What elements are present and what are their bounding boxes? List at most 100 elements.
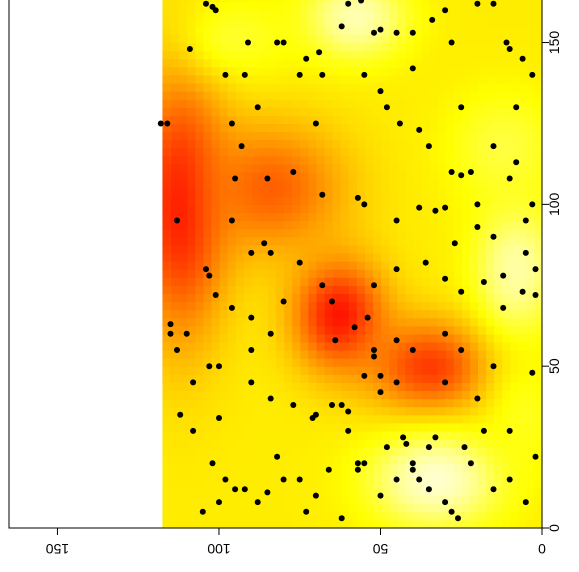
heat-cell — [283, 10, 293, 19]
heat-cell — [251, 155, 260, 165]
heat-cell — [235, 139, 244, 149]
heat-cell — [428, 277, 438, 286]
heat-cell — [210, 471, 220, 481]
heat-cell — [340, 147, 349, 157]
heat-cell — [299, 58, 309, 68]
heat-cell — [428, 293, 438, 303]
heat-cell — [227, 261, 236, 270]
heat-cell — [485, 244, 495, 254]
heat-cell — [428, 83, 438, 92]
heat-cell — [485, 34, 495, 44]
heat-cell — [186, 26, 196, 36]
heat-cell — [461, 26, 470, 36]
heat-cell — [267, 487, 277, 497]
heat-cell — [210, 358, 220, 367]
heat-cell — [477, 414, 487, 424]
heat-cell — [533, 333, 543, 343]
heat-cell — [412, 26, 422, 36]
heat-cell — [267, 495, 277, 505]
heat-cell — [453, 180, 462, 189]
heat-cell — [194, 471, 204, 481]
heat-cell — [299, 115, 309, 125]
heat-cell — [340, 18, 349, 27]
data-point — [377, 389, 384, 396]
heat-cell — [404, 309, 414, 319]
data-point — [351, 324, 358, 331]
heat-cell — [485, 58, 495, 68]
heat-cell — [315, 325, 325, 335]
heat-cell — [461, 366, 470, 375]
heat-cell — [251, 66, 260, 76]
heat-cell — [388, 350, 398, 359]
heat-cell — [380, 66, 390, 76]
heat-cell — [388, 479, 398, 489]
heat-cell — [259, 422, 269, 432]
heat-cell — [485, 309, 495, 319]
heat-cell — [235, 382, 244, 392]
heat-cell — [388, 406, 398, 416]
heat-cell — [178, 163, 188, 173]
heat-cell — [283, 188, 293, 197]
heat-cell — [461, 99, 470, 108]
heat-cell — [186, 74, 196, 84]
heat-cell — [243, 91, 252, 100]
heat-cell — [243, 99, 252, 108]
heat-cell — [461, 398, 470, 408]
heat-cell — [218, 155, 228, 165]
heat-cell — [291, 398, 301, 408]
heat-cell — [469, 83, 478, 92]
heat-cell — [218, 430, 228, 440]
heat-cell — [469, 66, 478, 76]
heat-cell — [178, 333, 188, 343]
heat-cell — [340, 430, 349, 440]
heat-cell — [485, 123, 495, 133]
heat-cell — [218, 123, 228, 133]
heat-cell — [340, 196, 349, 205]
heat-cell — [412, 188, 422, 197]
heat-cell — [170, 511, 180, 521]
heat-cell — [453, 358, 462, 367]
heat-cell — [243, 447, 252, 456]
heat-cell — [404, 18, 414, 27]
heat-cell — [509, 390, 519, 400]
data-point — [506, 427, 513, 434]
heat-cell — [509, 366, 519, 375]
heat-cell — [396, 66, 406, 76]
heat-cell — [243, 277, 252, 286]
heat-cell — [186, 147, 196, 157]
heat-cell — [227, 398, 236, 408]
heat-cell — [420, 471, 430, 481]
heat-cell — [533, 309, 543, 319]
heat-cell — [356, 66, 365, 76]
heat-cell — [227, 439, 236, 448]
heat-cell — [194, 123, 204, 133]
heat-cell — [323, 107, 333, 116]
heat-cell — [283, 196, 293, 205]
heat-cell — [275, 301, 285, 311]
heat-cell — [202, 479, 212, 489]
heat-cell — [315, 18, 325, 27]
heat-cell — [428, 317, 438, 327]
heat-cell — [315, 317, 325, 327]
heat-cell — [283, 447, 293, 456]
heat-cell — [485, 333, 495, 343]
heat-cell — [202, 341, 212, 351]
data-point — [474, 224, 481, 230]
heat-cell — [437, 463, 446, 472]
heat-cell — [477, 220, 487, 230]
heat-cell — [291, 99, 301, 108]
heat-cell — [323, 406, 333, 416]
heat-cell — [364, 382, 374, 392]
heat-cell — [194, 406, 204, 416]
heat-cell — [525, 317, 535, 327]
heat-cell — [186, 172, 196, 181]
heat-cell — [501, 10, 511, 19]
heat-cell — [420, 309, 430, 319]
heat-cell — [243, 422, 252, 432]
heat-cell — [259, 74, 269, 84]
heat-cell — [178, 58, 188, 68]
heat-cell — [227, 42, 236, 52]
heat-cell — [162, 422, 172, 432]
heat-cell — [469, 139, 478, 149]
heat-cell — [477, 2, 487, 11]
